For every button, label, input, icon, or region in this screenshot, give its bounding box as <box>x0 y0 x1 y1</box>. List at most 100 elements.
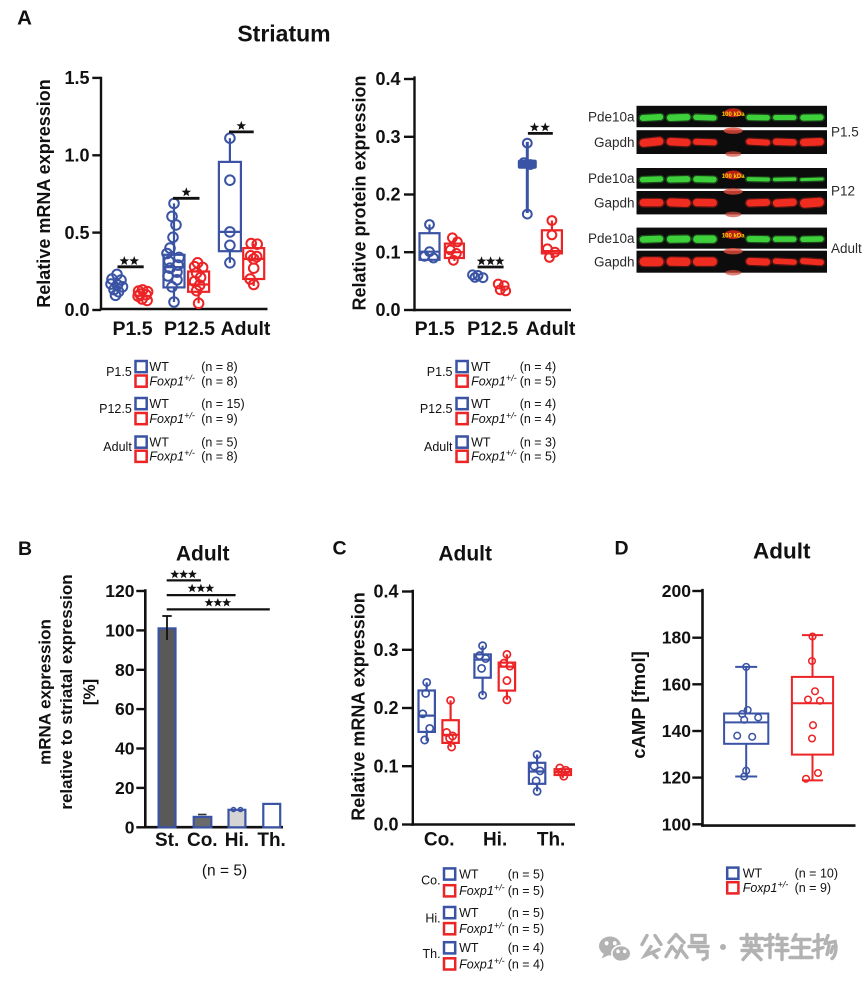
svg-text:Foxp1+/-: Foxp1+/- <box>743 880 789 896</box>
svg-text:120: 120 <box>662 768 691 788</box>
svg-text:(n = 4): (n = 4) <box>520 397 556 411</box>
svg-text:Gapdh: Gapdh <box>594 255 635 270</box>
svg-text:Adult: Adult <box>103 440 132 454</box>
svg-text:Foxp1+/-: Foxp1+/- <box>471 448 517 464</box>
svg-text:(n = 8): (n = 8) <box>201 450 237 464</box>
svg-text:P1.5: P1.5 <box>831 125 859 140</box>
svg-text:Adult: Adult <box>831 241 862 256</box>
svg-text:Adult: Adult <box>424 440 453 454</box>
svg-text:(n = 5): (n = 5) <box>508 906 544 920</box>
svg-text:1.5: 1.5 <box>64 68 89 88</box>
svg-text:P12.5: P12.5 <box>420 402 453 416</box>
svg-text:Hi.: Hi. <box>225 830 249 851</box>
svg-text:Pde10a: Pde10a <box>588 231 635 246</box>
svg-text:100 kDa: 100 kDa <box>722 174 745 180</box>
svg-text:Relative protein expression: Relative protein expression <box>350 75 370 310</box>
svg-text:Gapdh: Gapdh <box>594 135 635 150</box>
svg-text:0.4: 0.4 <box>375 69 400 89</box>
svg-text:160: 160 <box>662 674 691 694</box>
svg-text:(n = 5): (n = 5) <box>520 375 556 389</box>
svg-text:40: 40 <box>115 739 135 759</box>
svg-text:(n = 5): (n = 5) <box>201 436 237 450</box>
svg-text:relative to striatal expressio: relative to striatal expression <box>57 574 76 809</box>
svg-text:P12: P12 <box>831 184 855 199</box>
svg-text:120: 120 <box>105 581 134 601</box>
svg-text:(n = 5): (n = 5) <box>520 450 556 464</box>
svg-text:WT: WT <box>149 360 169 374</box>
svg-text:0.4: 0.4 <box>373 582 398 602</box>
svg-text:(n = 4): (n = 4) <box>508 957 544 971</box>
svg-text:C: C <box>332 538 346 560</box>
svg-text:0.1: 0.1 <box>373 757 398 777</box>
svg-text:Foxp1+/-: Foxp1+/- <box>459 883 505 899</box>
svg-text:WT: WT <box>471 397 491 411</box>
svg-text:Striatum: Striatum <box>237 21 330 47</box>
svg-text:(n = 8): (n = 8) <box>201 375 237 389</box>
svg-text:0.1: 0.1 <box>375 242 400 262</box>
svg-text:Th.: Th. <box>257 830 286 851</box>
svg-text:Adult: Adult <box>438 543 492 566</box>
svg-text:(n = 8): (n = 8) <box>201 360 237 374</box>
svg-text:Gapdh: Gapdh <box>594 196 635 211</box>
svg-text:P1.5: P1.5 <box>427 365 453 379</box>
svg-text:100: 100 <box>662 814 691 834</box>
svg-text:60: 60 <box>115 699 135 719</box>
svg-text:cAMP [fmol]: cAMP [fmol] <box>628 651 649 759</box>
svg-text:0.0: 0.0 <box>64 300 89 320</box>
svg-text:Pde10a: Pde10a <box>588 171 635 186</box>
svg-text:0.2: 0.2 <box>373 698 398 718</box>
svg-text:Co.: Co. <box>187 830 218 851</box>
svg-text:Adult: Adult <box>176 543 230 566</box>
svg-text:Foxp1+/-: Foxp1+/- <box>459 921 505 937</box>
svg-text:100: 100 <box>105 620 134 640</box>
svg-text:Relative mRNA expression: Relative mRNA expression <box>349 592 369 820</box>
svg-text:Relative mRNA expression: Relative mRNA expression <box>34 79 54 307</box>
svg-text:P12.5: P12.5 <box>467 318 518 340</box>
svg-text:(n = 9): (n = 9) <box>795 881 831 895</box>
svg-text:P12.5: P12.5 <box>164 318 215 340</box>
svg-text:(n = 5): (n = 5) <box>508 884 544 898</box>
svg-text:P1.5: P1.5 <box>415 318 455 340</box>
svg-text:Co.: Co. <box>421 873 440 887</box>
svg-text:140: 140 <box>662 721 691 741</box>
svg-text:Adult: Adult <box>221 318 271 340</box>
svg-text:0.0: 0.0 <box>373 815 398 835</box>
svg-text:(n = 15): (n = 15) <box>201 397 244 411</box>
svg-text:WT: WT <box>459 867 479 881</box>
svg-text:(n = 5): (n = 5) <box>202 863 247 880</box>
svg-text:WT: WT <box>149 397 169 411</box>
svg-text:WT: WT <box>471 360 491 374</box>
svg-text:(n = 5): (n = 5) <box>508 867 544 881</box>
svg-text:0.0: 0.0 <box>375 300 400 320</box>
svg-text:Foxp1+/-: Foxp1+/- <box>471 373 517 389</box>
svg-text:0.5: 0.5 <box>64 223 89 243</box>
svg-text:Foxp1+/-: Foxp1+/- <box>149 448 195 464</box>
svg-text:Pde10a: Pde10a <box>588 109 635 124</box>
svg-text:20: 20 <box>115 778 135 798</box>
svg-text:(n = 4): (n = 4) <box>508 941 544 955</box>
svg-text:WT: WT <box>459 906 479 920</box>
svg-text:100 kDa: 100 kDa <box>722 112 745 118</box>
svg-text:D: D <box>614 538 628 560</box>
svg-text:St.: St. <box>155 830 179 851</box>
svg-text:mRNA expression: mRNA expression <box>36 619 55 765</box>
svg-text:Hi.: Hi. <box>483 830 507 851</box>
svg-text:WT: WT <box>459 941 479 955</box>
svg-text:Hi.: Hi. <box>425 912 440 926</box>
svg-text:80: 80 <box>115 660 135 680</box>
svg-text:Foxp1+/-: Foxp1+/- <box>459 956 505 972</box>
svg-text:(n = 4): (n = 4) <box>520 360 556 374</box>
svg-text:Foxp1+/-: Foxp1+/- <box>471 411 517 427</box>
svg-text:[%]: [%] <box>80 679 99 705</box>
svg-text:WT: WT <box>743 867 763 881</box>
svg-text:Th.: Th. <box>537 830 566 851</box>
svg-text:100 kDa: 100 kDa <box>722 234 745 240</box>
svg-text:WT: WT <box>471 436 491 450</box>
svg-text:B: B <box>18 538 32 560</box>
svg-text:A: A <box>17 7 32 30</box>
svg-text:Adult: Adult <box>753 539 811 564</box>
svg-text:1.0: 1.0 <box>64 146 89 166</box>
svg-text:180: 180 <box>662 628 691 648</box>
svg-text:(n = 5): (n = 5) <box>508 922 544 936</box>
svg-text:(n = 3): (n = 3) <box>520 436 556 450</box>
